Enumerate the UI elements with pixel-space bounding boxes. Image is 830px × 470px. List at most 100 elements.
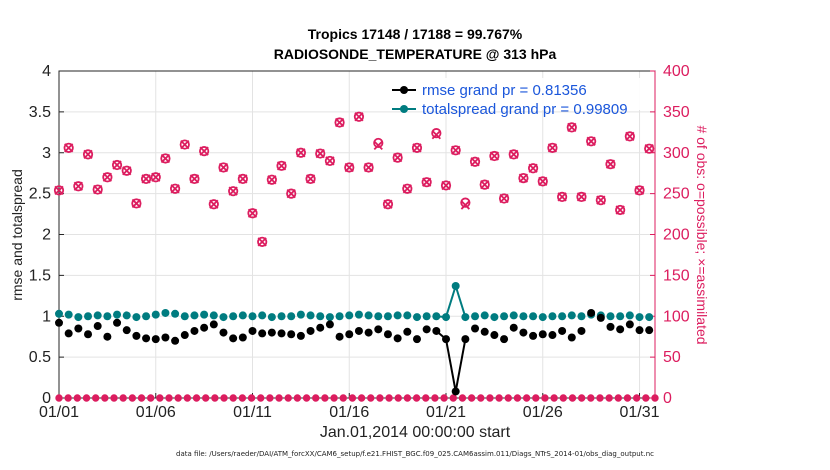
spread-point [151,310,160,319]
obs-assimilated-marker [112,160,122,170]
obs-possible-marker [537,176,548,187]
obs-possible-marker [324,155,336,167]
rmse-point [64,329,73,338]
axes-ticks: 01/01 01/06 01/11 01/16 01/21 01/26 01/3100.51… [29,63,690,421]
zero-count-marker [146,394,155,402]
spread-point [471,312,480,321]
spread-point [219,313,228,322]
rmse-point [509,323,518,332]
obs-assimilated-stroke [334,117,345,128]
obs-possible-marker [469,156,481,167]
obs-assimilated-marker [315,148,325,159]
rmse-point [364,328,373,337]
rmse-point [161,333,170,342]
obs-assimilated-stroke [412,143,422,153]
zero-count-marker [275,394,283,402]
zero-count-marker [202,394,210,402]
legend-spread: totalspread grand pr = 0.99809 [392,101,628,118]
rmse-point [548,331,557,340]
zero-count-marker [156,394,164,402]
rmse-point [190,326,199,335]
obs-assimilated-stroke [625,131,635,142]
zero-count-marker [73,394,82,402]
rmse-point [538,330,547,339]
obs-assimilated-stroke [131,198,142,209]
obs-assimilated-stroke [151,172,161,182]
spread-point [190,311,199,320]
rmse-point [200,323,209,332]
rmse-point [287,330,296,339]
obs-assimilated-marker [141,174,151,184]
obs-assimilated-marker [180,139,190,150]
rmse-point [258,329,267,338]
obs-possible-marker [527,163,539,174]
obs-assimilated-marker [383,199,393,209]
zero-count-marker [257,394,265,402]
obs-assimilated-marker [73,181,83,191]
zero-count-marker [192,394,201,402]
zero-count-marker [357,394,366,402]
zero-count-marker [577,394,586,402]
zero-count-marker [632,394,641,402]
obs-assimilated-stroke [586,136,596,146]
spread-point [509,311,518,320]
chart-title-line1: Tropics 17148 / 17188 = 99.767% [307,26,523,42]
obs-assimilated-marker [412,143,422,153]
obs-assimilated-stroke [441,180,451,191]
obs-assimilated-stroke [238,174,248,184]
obs-assimilated-marker [392,153,403,163]
obs-possible-marker [344,162,355,173]
rmse-point [354,326,363,335]
y-left-tick-label: 1 [42,308,51,325]
zero-count-marker [458,394,467,402]
obs-possible-marker [131,198,142,209]
spread-point [113,310,122,319]
y-axis-right-label: # of obs: o=possible; ×=assimilated [694,125,710,345]
obs-possible-marker [576,191,587,202]
zero-count-marker [477,394,485,402]
obs-assimilated-stroke [402,184,412,194]
spread-point [180,312,189,321]
obs-assimilated-stroke [315,148,325,159]
obs-assimilated-stroke [102,172,113,182]
spread-point [461,313,470,322]
obs-possible-marker [247,208,258,219]
zero-count-marker [568,394,577,402]
zero-count-marker [211,394,219,402]
obs-assimilated-stroke [180,139,190,150]
zero-count-marker [385,394,393,402]
obs-assimilated-marker [596,195,606,205]
zero-count-marker [541,394,549,402]
rmse-point [142,334,151,343]
rmse-point [616,325,625,334]
obs-assimilated-stroke [557,192,567,202]
obs-possible-marker [276,160,287,171]
obs-assimilated-marker [431,130,441,140]
zero-count-marker [229,394,237,402]
obs-assimilated-marker [131,198,142,209]
rmse-point [171,336,180,345]
obs-possible-marker [334,117,345,128]
obs-assimilated-stroke [199,146,209,156]
obs-assimilated-stroke [470,157,480,167]
rmse-point [103,332,112,341]
obs-assimilated-marker [218,162,229,173]
obs-assimilated-marker [489,151,500,161]
obs-assimilated-marker [518,173,529,183]
rmse-point [442,335,451,344]
obs-assimilated-marker [451,145,461,155]
spread-point [84,312,93,321]
zero-count-marker [403,394,412,402]
obs-assimilated-marker [538,176,548,186]
zero-count-marker [513,394,522,402]
obs-assimilated-marker [528,163,538,173]
obs-possible-marker [63,142,74,153]
obs-assimilated-stroke [209,199,219,209]
obs-assimilated-marker [344,162,354,173]
obs-possible-marker [111,159,123,171]
rmse-point [74,324,83,333]
obs-assimilated-marker [83,149,93,160]
obs-possible-marker [557,191,568,202]
obs-possible-marker [170,183,181,194]
obs-assimilated-stroke [480,179,490,190]
